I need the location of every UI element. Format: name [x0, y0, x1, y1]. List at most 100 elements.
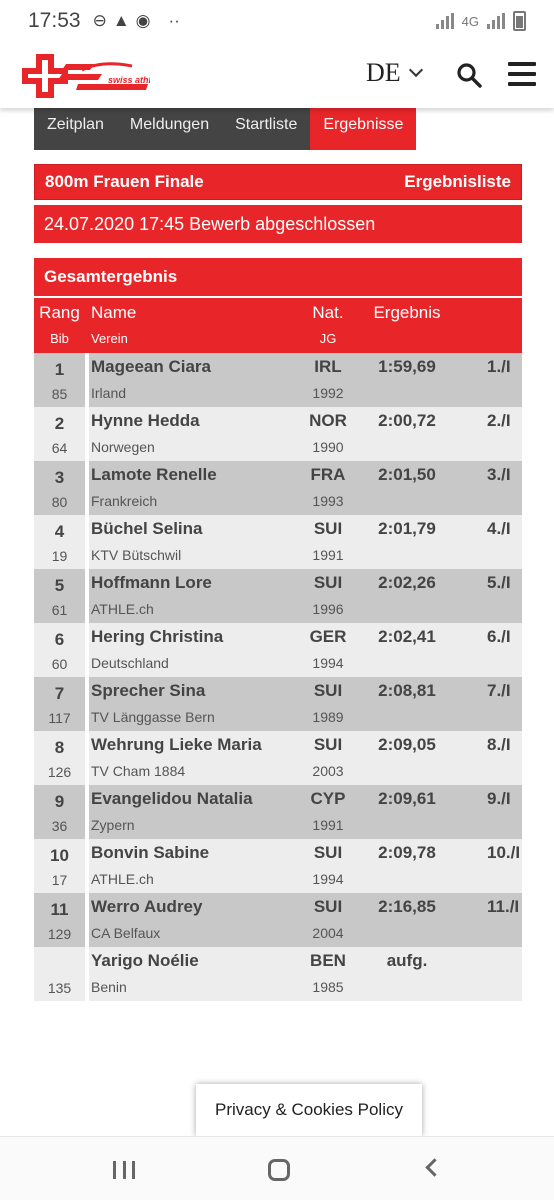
- header-nat: Nat.: [312, 303, 344, 322]
- nationality: SUI: [313, 519, 343, 538]
- rank-cell: 6 60: [34, 623, 85, 677]
- athlete-club: Norwegen: [91, 439, 155, 455]
- rank: 6: [54, 630, 65, 649]
- bib: 135: [47, 980, 72, 996]
- bib: 36: [51, 818, 68, 834]
- rank-cell: 5 61: [34, 569, 85, 623]
- birth-year: 1991: [312, 547, 344, 563]
- athlete-cell: Büchel Selina KTV Bütschwil SUI 1991 2:01,79…: [89, 515, 522, 569]
- status-bar: 17:53 ⊖ ▲ ◉ ·· 4G: [0, 0, 554, 42]
- network-type: 4G: [461, 13, 479, 29]
- athlete-club: Irland: [91, 385, 127, 401]
- athlete-name[interactable]: Lamote Renelle: [91, 465, 217, 484]
- rank-cell: 2 64: [34, 407, 85, 461]
- result-time: 2:09,61: [378, 789, 436, 808]
- table-row[interactable]: 135 Yarigo Noélie Benin BEN 1985 aufg.: [34, 947, 522, 1001]
- signal-icon: [435, 13, 454, 29]
- rank: 2: [54, 414, 65, 433]
- rank: 4: [54, 522, 65, 541]
- logo-text: swiss athletics: [108, 75, 150, 85]
- tab-meldungen[interactable]: Meldungen: [129, 116, 210, 133]
- heat-place: 10./I: [487, 843, 521, 862]
- heat-place: 1./I: [487, 357, 511, 376]
- table-row[interactable]: 11 129 Werro Audrey CA Belfaux SUI 2004 2:16,8…: [34, 893, 522, 947]
- result-time: 2:08,81: [378, 681, 436, 700]
- privacy-policy-button[interactable]: Privacy & Cookies Policy: [196, 1084, 422, 1136]
- athlete-name[interactable]: Hoffmann Lore: [91, 573, 212, 592]
- bib: 80: [51, 494, 68, 510]
- heat-place: 8./I: [487, 735, 511, 754]
- athlete-club: TV Länggasse Bern: [91, 709, 215, 725]
- heat-place: 7./I: [487, 681, 511, 700]
- tab-startliste[interactable]: Startliste: [235, 116, 298, 133]
- birth-year: 1996: [312, 601, 344, 617]
- language-selector[interactable]: DE: [366, 58, 423, 88]
- athlete-name[interactable]: Sprecher Sina: [91, 681, 206, 700]
- rank-cell: 3 80: [34, 461, 85, 515]
- table-row[interactable]: 2 64 Hynne Hedda Norwegen NOR 1990 2:00,72 2./I: [34, 407, 522, 461]
- rank-cell: 11 129: [34, 893, 85, 947]
- athlete-name[interactable]: Bonvin Sabine: [91, 843, 210, 862]
- athlete-cell: Hynne Hedda Norwegen NOR 1990 2:00,72 2./I: [89, 407, 522, 461]
- athlete-club: KTV Bütschwil: [91, 547, 182, 563]
- recent-apps-icon[interactable]: [113, 1161, 135, 1179]
- swiss-athletics-logo[interactable]: swiss athletics: [22, 50, 150, 100]
- rank-cell: 10 17: [34, 839, 85, 893]
- athlete-cell: Hering Christina Deutschland GER 1994 2:02,4…: [89, 623, 522, 677]
- table-row[interactable]: 9 36 Evangelidou Natalia Zypern CYP 1991 2:09,…: [34, 785, 522, 839]
- table-row[interactable]: 8 126 Wehrung Lieke Maria TV Cham 1884 SUI 20…: [34, 731, 522, 785]
- nationality: IRL: [314, 357, 342, 376]
- birth-year: 2004: [312, 925, 344, 941]
- birth-year: 1985: [312, 979, 344, 995]
- athlete-name[interactable]: Hynne Hedda: [91, 411, 200, 430]
- header-result: Ergebnis: [373, 303, 441, 322]
- athlete-cell: Evangelidou Natalia Zypern CYP 1991 2:09,61 9…: [89, 785, 522, 839]
- rank: 3: [54, 468, 65, 487]
- birth-year: 1994: [312, 655, 344, 671]
- heat-place: 9./I: [487, 789, 511, 808]
- table-header: Rang Bib Name Verein Nat. JG Ergebnis: [34, 298, 522, 353]
- rank: 9: [54, 792, 65, 811]
- bib: 61: [51, 602, 68, 618]
- athlete-cell: Werro Audrey CA Belfaux SUI 2004 2:16,85 11./…: [89, 893, 522, 947]
- rank: 1: [54, 360, 65, 379]
- athlete-name[interactable]: Büchel Selina: [91, 519, 203, 538]
- table-row[interactable]: 3 80 Lamote Renelle Frankreich FRA 1993 2:01,5…: [34, 461, 522, 515]
- athlete-club: ATHLE.ch: [91, 871, 154, 887]
- table-row[interactable]: 5 61 Hoffmann Lore ATHLE.ch SUI 1996 2:02,26 5.…: [34, 569, 522, 623]
- table-row[interactable]: 1 85 Mageean Ciara Irland IRL 1992 1:59,69 1./I: [34, 353, 522, 407]
- hamburger-menu-icon[interactable]: [508, 62, 536, 86]
- athlete-cell: Wehrung Lieke Maria TV Cham 1884 SUI 2003 2:…: [89, 731, 522, 785]
- athlete-name[interactable]: Yarigo Noélie: [91, 951, 199, 970]
- rank-cell: 7 117: [34, 677, 85, 731]
- header-rank: Rang: [39, 303, 80, 322]
- result-time: 1:59,69: [378, 357, 436, 376]
- list-label[interactable]: Ergebnisliste: [404, 172, 511, 191]
- result-time: 2:01,50: [378, 465, 436, 484]
- athlete-name[interactable]: Wehrung Lieke Maria: [91, 735, 262, 754]
- table-row[interactable]: 4 19 Büchel Selina KTV Bütschwil SUI 1991 2:01…: [34, 515, 522, 569]
- table-row[interactable]: 7 117 Sprecher Sina TV Länggasse Bern SUI 198…: [34, 677, 522, 731]
- heat-place: 11./I: [487, 897, 520, 916]
- tab-ergebnisse[interactable]: Ergebnisse: [310, 108, 417, 150]
- header-bib: Bib: [50, 331, 69, 346]
- more-dots-icon: ··: [168, 11, 180, 30]
- dnd-icon: ⊖: [92, 11, 107, 30]
- athlete-club: Benin: [91, 979, 127, 995]
- header-year: JG: [319, 331, 337, 346]
- athlete-name[interactable]: Hering Christina: [91, 627, 224, 646]
- athlete-cell: Yarigo Noélie Benin BEN 1985 aufg.: [89, 947, 522, 1001]
- heat-place: 2./I: [487, 411, 511, 430]
- home-icon[interactable]: [268, 1159, 290, 1181]
- search-icon[interactable]: [456, 62, 482, 88]
- table-row[interactable]: 10 17 Bonvin Sabine ATHLE.ch SUI 1994 2:09,78 1…: [34, 839, 522, 893]
- athlete-name[interactable]: Mageean Ciara: [91, 357, 211, 376]
- birth-year: 2003: [312, 763, 344, 779]
- system-nav-bar: [0, 1136, 554, 1200]
- table-row[interactable]: 6 60 Hering Christina Deutschland GER 1994 2:0…: [34, 623, 522, 677]
- tab-zeitplan[interactable]: Zeitplan: [47, 116, 104, 133]
- back-icon[interactable]: [425, 1158, 444, 1177]
- rank-cell: 1 85: [34, 353, 85, 407]
- athlete-name[interactable]: Werro Audrey: [91, 897, 203, 916]
- athlete-name[interactable]: Evangelidou Natalia: [91, 789, 253, 808]
